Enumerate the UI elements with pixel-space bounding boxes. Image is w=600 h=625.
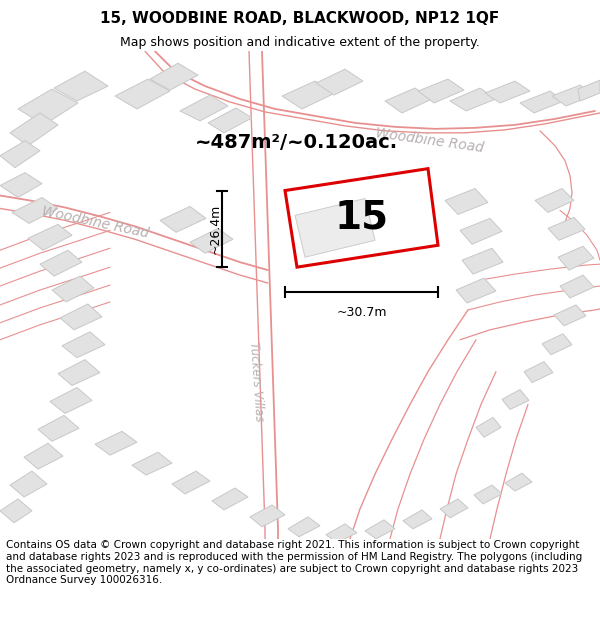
Text: 15: 15 <box>335 199 389 237</box>
Polygon shape <box>115 79 170 109</box>
Polygon shape <box>418 79 464 103</box>
Polygon shape <box>462 248 503 274</box>
Polygon shape <box>326 524 357 542</box>
Polygon shape <box>208 108 252 133</box>
Polygon shape <box>460 218 502 244</box>
Polygon shape <box>18 89 78 125</box>
Polygon shape <box>450 88 496 111</box>
Polygon shape <box>365 520 395 539</box>
Text: Tuckers Villas: Tuckers Villas <box>247 341 265 422</box>
Polygon shape <box>474 485 502 504</box>
Polygon shape <box>10 471 47 497</box>
Polygon shape <box>385 88 432 113</box>
Polygon shape <box>578 80 600 101</box>
Polygon shape <box>403 510 432 529</box>
Polygon shape <box>160 206 206 232</box>
Polygon shape <box>180 95 228 121</box>
Polygon shape <box>505 473 532 491</box>
Polygon shape <box>190 228 233 253</box>
Polygon shape <box>520 91 564 113</box>
Polygon shape <box>485 81 530 103</box>
Polygon shape <box>282 81 335 109</box>
Polygon shape <box>542 334 572 355</box>
Polygon shape <box>456 278 496 303</box>
Polygon shape <box>535 189 574 213</box>
Polygon shape <box>28 224 72 250</box>
Polygon shape <box>524 362 553 382</box>
Polygon shape <box>445 189 488 214</box>
Polygon shape <box>554 305 586 326</box>
Polygon shape <box>558 246 594 270</box>
Polygon shape <box>95 431 137 455</box>
Polygon shape <box>0 141 40 168</box>
Text: ~487m²/~0.120ac.: ~487m²/~0.120ac. <box>195 133 398 152</box>
Polygon shape <box>10 113 58 146</box>
Polygon shape <box>0 173 42 198</box>
Text: 15, WOODBINE ROAD, BLACKWOOD, NP12 1QF: 15, WOODBINE ROAD, BLACKWOOD, NP12 1QF <box>100 11 500 26</box>
Polygon shape <box>40 250 82 276</box>
Polygon shape <box>54 71 108 101</box>
Polygon shape <box>62 332 105 357</box>
Polygon shape <box>288 517 320 537</box>
Polygon shape <box>440 499 468 518</box>
Polygon shape <box>172 471 210 494</box>
Polygon shape <box>52 276 94 302</box>
Polygon shape <box>24 443 63 469</box>
Polygon shape <box>58 359 100 386</box>
Polygon shape <box>212 488 248 510</box>
Polygon shape <box>560 275 594 298</box>
Text: Contains OS data © Crown copyright and database right 2021. This information is : Contains OS data © Crown copyright and d… <box>6 541 582 585</box>
Polygon shape <box>316 69 363 95</box>
Polygon shape <box>502 389 529 409</box>
Polygon shape <box>548 217 585 240</box>
Text: Map shows position and indicative extent of the property.: Map shows position and indicative extent… <box>120 36 480 49</box>
Text: Woodbine Road: Woodbine Road <box>40 204 150 241</box>
Polygon shape <box>12 198 58 223</box>
Polygon shape <box>38 416 79 441</box>
Text: ~30.7m: ~30.7m <box>336 306 387 319</box>
Polygon shape <box>60 304 102 330</box>
Polygon shape <box>132 452 172 475</box>
Text: Woodbine Road: Woodbine Road <box>375 126 485 156</box>
Polygon shape <box>0 499 32 523</box>
Text: ~26.4m: ~26.4m <box>209 204 221 254</box>
Polygon shape <box>295 199 375 258</box>
Polygon shape <box>50 388 92 413</box>
Polygon shape <box>476 418 501 437</box>
Polygon shape <box>250 505 285 527</box>
Polygon shape <box>552 85 594 106</box>
Polygon shape <box>150 63 198 90</box>
